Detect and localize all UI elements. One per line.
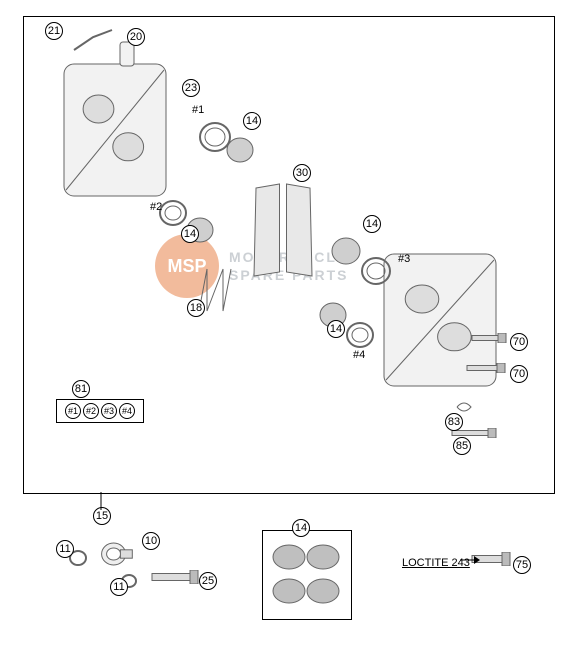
hash-box-item: #3 — [101, 403, 117, 419]
callout-circle: 85 — [453, 437, 471, 455]
callout-circle: 14 — [363, 215, 381, 233]
callout-circle: 83 — [445, 413, 463, 431]
piston-kit-svg — [263, 531, 351, 619]
diagram-root: MSP MOTORCYCLE SPARE PARTS #1#2#3#4 2120… — [0, 0, 577, 646]
callout-circle: 70 — [510, 365, 528, 383]
callout-circle: 14 — [243, 112, 261, 130]
callout-21: 21 — [45, 22, 63, 40]
part-seal2 — [158, 198, 188, 228]
callout-23: 23 — [182, 79, 200, 97]
callout-10: 10 — [142, 532, 160, 550]
callout-14: 14 — [243, 112, 261, 130]
callout-11: 11 — [110, 578, 128, 596]
part-seal4 — [345, 320, 375, 350]
part-seal3 — [360, 255, 392, 287]
part-bolt70b — [465, 360, 507, 370]
callout-circle: 30 — [293, 164, 311, 182]
part-banjo10 — [100, 540, 134, 568]
callout-25: 25 — [199, 572, 217, 590]
hash-box-item: #2 — [83, 403, 99, 419]
callout-circle: 14 — [292, 519, 310, 537]
callout-circle: 20 — [127, 28, 145, 46]
callout-14: 14 — [292, 519, 310, 537]
callout-circle: 23 — [182, 79, 200, 97]
loctite-arrow — [460, 553, 480, 567]
callout-20: 20 — [127, 28, 145, 46]
callout-circle: 14 — [327, 320, 345, 338]
callout-75: 75 — [513, 556, 531, 574]
callout-14: 14 — [181, 225, 199, 243]
callout-circle: 14 — [181, 225, 199, 243]
callout-circle: 75 — [513, 556, 531, 574]
callout-30: 30 — [293, 164, 311, 182]
hash-box-item: #1 — [65, 403, 81, 419]
part-bolt25 — [150, 570, 200, 584]
callout-18: 18 — [187, 299, 205, 317]
callout-circle: 11 — [56, 540, 74, 558]
part-bleeder — [70, 26, 116, 54]
hash-label: #4 — [353, 349, 365, 361]
callout-circle: 15 — [93, 507, 111, 525]
hash-box-items: #1#2#3#4 — [57, 400, 143, 422]
callout-circle: 70 — [510, 333, 528, 351]
callout-circle: 11 — [110, 578, 128, 596]
hash-label: #1 — [192, 104, 204, 116]
piston-kit-box — [262, 530, 352, 620]
part-piston1 — [225, 135, 255, 165]
part-clip83 — [455, 400, 473, 412]
callout-70: 70 — [510, 365, 528, 383]
callout-14: 14 — [327, 320, 345, 338]
callout-circle: 18 — [187, 299, 205, 317]
part-piston3 — [330, 235, 362, 267]
part-caliper-left — [60, 60, 170, 200]
hash-box: #1#2#3#4 — [56, 399, 144, 423]
callout-83: 83 — [445, 413, 463, 431]
callout-circle: 81 — [72, 380, 90, 398]
callout-14: 14 — [363, 215, 381, 233]
callout-81: 81 — [72, 380, 90, 398]
callout-85: 85 — [453, 437, 471, 455]
callout-70: 70 — [510, 333, 528, 351]
callout-15: 15 — [93, 507, 111, 525]
hash-box-item: #4 — [119, 403, 135, 419]
hash-label: #2 — [150, 201, 162, 213]
callout-circle: 10 — [142, 532, 160, 550]
callout-11: 11 — [56, 540, 74, 558]
leader-15 — [100, 492, 102, 510]
callout-circle: 25 — [199, 572, 217, 590]
callout-circle: 21 — [45, 22, 63, 40]
part-bolt70a — [470, 330, 508, 340]
part-pads — [248, 180, 318, 280]
hash-label: #3 — [398, 253, 410, 265]
